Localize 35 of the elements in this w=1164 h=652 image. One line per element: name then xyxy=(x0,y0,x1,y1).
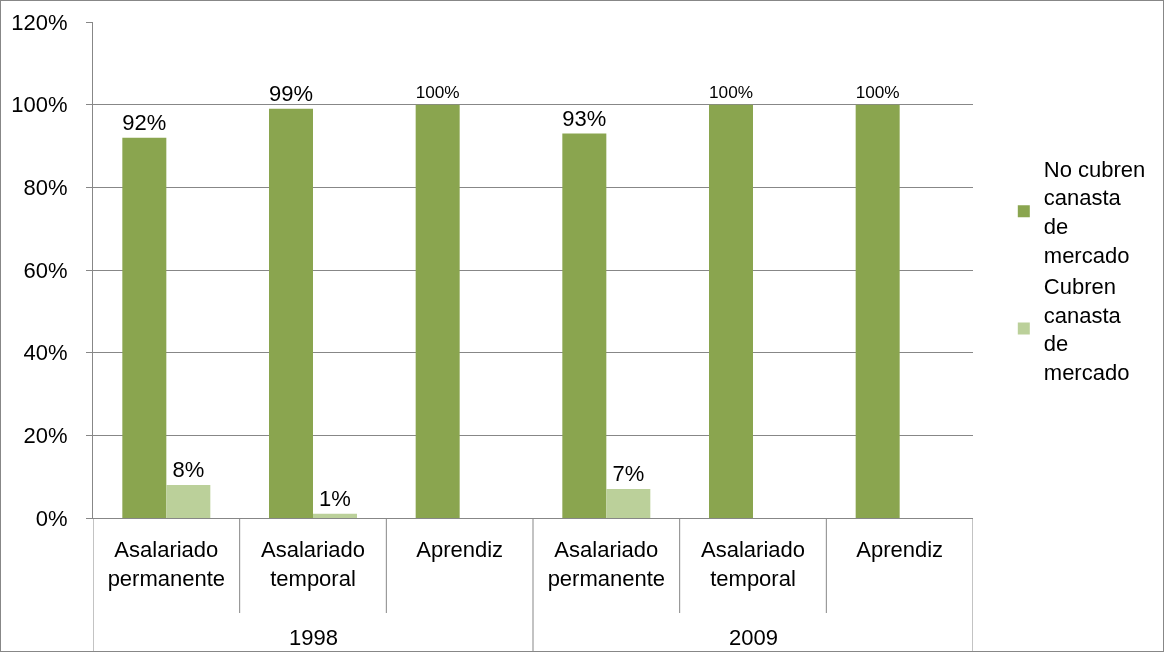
bar xyxy=(166,484,211,518)
x-tick-label: Asalariado permanente xyxy=(547,537,666,591)
data-label: 7% xyxy=(612,461,645,487)
data-label: 99% xyxy=(269,80,313,106)
data-label: 100% xyxy=(855,81,900,102)
y-tick-label: 20% xyxy=(23,423,68,449)
bar xyxy=(122,137,167,518)
y-tick-label: 100% xyxy=(11,92,68,118)
bar xyxy=(709,104,753,518)
legend-label: No cubren canasta de mercado xyxy=(1043,156,1146,268)
bar xyxy=(269,108,313,518)
data-label: 93% xyxy=(562,105,607,131)
data-label: 1% xyxy=(319,485,351,511)
y-tick-label: 40% xyxy=(23,340,68,366)
y-tick-label: 120% xyxy=(11,9,68,35)
data-label: 100% xyxy=(415,81,460,102)
y-tick-label: 0% xyxy=(35,505,68,531)
legend-label: Cubren canasta de mercado xyxy=(1043,274,1130,386)
bar xyxy=(313,513,357,518)
x-tick-label: Asalariado temporal xyxy=(261,537,365,591)
data-label: 100% xyxy=(709,81,753,102)
x-tick-label: Aprendiz xyxy=(856,537,944,563)
bar xyxy=(562,133,607,518)
x-tick-label: Asalariado temporal xyxy=(701,537,805,591)
text: 1998 xyxy=(289,625,338,650)
y-tick-label: 60% xyxy=(23,257,68,283)
x-tick-label: Aprendiz xyxy=(416,537,504,563)
x-tick-label: Asalariado permanente xyxy=(107,537,226,591)
y-tick-label: 80% xyxy=(23,175,68,201)
data-label: 92% xyxy=(122,109,167,135)
bar xyxy=(415,104,460,518)
text: 2009 xyxy=(729,625,778,650)
data-label: 8% xyxy=(172,456,205,482)
bar xyxy=(606,489,651,518)
bar xyxy=(855,104,900,518)
